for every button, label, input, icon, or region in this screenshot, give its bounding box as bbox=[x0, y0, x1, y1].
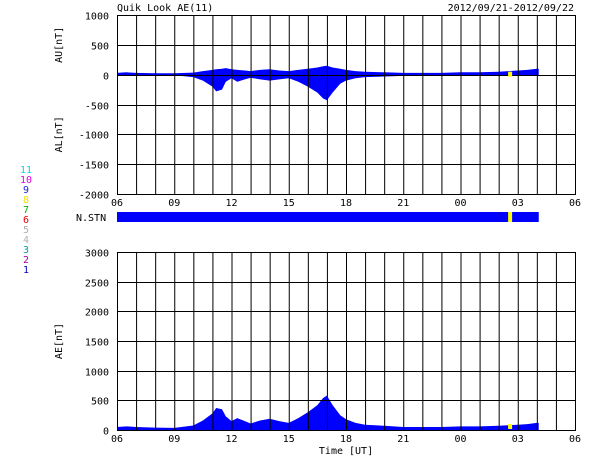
x-tick-label: 03 bbox=[512, 434, 524, 445]
y-tick-label: -1000 bbox=[79, 131, 109, 142]
au-axis-label: AU[nT] bbox=[54, 27, 65, 63]
x-tick-label: 18 bbox=[340, 434, 352, 445]
plot-frame bbox=[117, 252, 576, 431]
station-legend-item: 11 bbox=[20, 165, 32, 176]
al-axis-label: AL[nT] bbox=[54, 116, 65, 152]
station-bar-label: N.STN bbox=[76, 213, 106, 224]
x-tick-label: 00 bbox=[454, 434, 466, 445]
date-range: 2012/09/21-2012/09/22 bbox=[448, 3, 574, 14]
y-tick-label: -2000 bbox=[79, 191, 109, 202]
x-tick-label: 06 bbox=[111, 434, 123, 445]
x-tick-label: 15 bbox=[283, 198, 295, 209]
x-tick-label: 12 bbox=[225, 198, 237, 209]
x-tick-label: 21 bbox=[397, 198, 409, 209]
y-tick-label: 1000 bbox=[85, 368, 109, 379]
y-tick-label: -1500 bbox=[79, 161, 109, 172]
x-tick-label: 06 bbox=[569, 434, 581, 445]
y-tick-label: 0 bbox=[103, 72, 109, 83]
plot-frame bbox=[117, 15, 576, 195]
y-tick-label: 500 bbox=[91, 42, 109, 53]
y-tick-label: 1500 bbox=[85, 338, 109, 349]
station-legend-item: 10 bbox=[20, 175, 32, 186]
x-tick-label: 18 bbox=[340, 198, 352, 209]
y-tick-label: 500 bbox=[91, 397, 109, 408]
x-tick-label: 21 bbox=[397, 434, 409, 445]
station-legend-item: 2 bbox=[23, 255, 29, 266]
x-tick-label: 12 bbox=[225, 434, 237, 445]
x-tick-label: 09 bbox=[168, 434, 180, 445]
station-legend-item: 8 bbox=[23, 195, 29, 206]
x-axis-title: Time [UT] bbox=[319, 446, 373, 457]
x-tick-label: 00 bbox=[454, 198, 466, 209]
ae-gap-marker bbox=[508, 424, 513, 429]
station-legend-item: 6 bbox=[23, 215, 29, 226]
y-tick-label: 0 bbox=[103, 427, 109, 438]
station-legend-item: 7 bbox=[23, 205, 29, 216]
station-count-bar: N.STN bbox=[76, 212, 539, 224]
station-legend-item: 1 bbox=[23, 265, 29, 276]
y-tick-label: 2500 bbox=[85, 279, 109, 290]
station-legend-item: 9 bbox=[23, 185, 29, 196]
x-tick-label: 06 bbox=[111, 198, 123, 209]
x-tick-label: 06 bbox=[569, 198, 581, 209]
y-tick-label: 3000 bbox=[85, 249, 109, 260]
station-legend-item: 5 bbox=[23, 225, 29, 236]
x-tick-label: 09 bbox=[168, 198, 180, 209]
station-bar bbox=[117, 212, 539, 222]
y-tick-label: -500 bbox=[85, 102, 109, 113]
ae-axis-label: AE[nT] bbox=[54, 323, 65, 359]
station-gap-marker bbox=[508, 212, 513, 222]
x-tick-label: 15 bbox=[283, 434, 295, 445]
station-legend-item: 4 bbox=[23, 235, 29, 246]
y-tick-label: 2000 bbox=[85, 308, 109, 319]
au-gap-marker bbox=[508, 71, 513, 77]
station-legend-item: 3 bbox=[23, 245, 29, 256]
x-tick-label: 03 bbox=[512, 198, 524, 209]
y-tick-label: 1000 bbox=[85, 12, 109, 23]
figure-title: Quik Look AE(11) bbox=[117, 3, 213, 14]
